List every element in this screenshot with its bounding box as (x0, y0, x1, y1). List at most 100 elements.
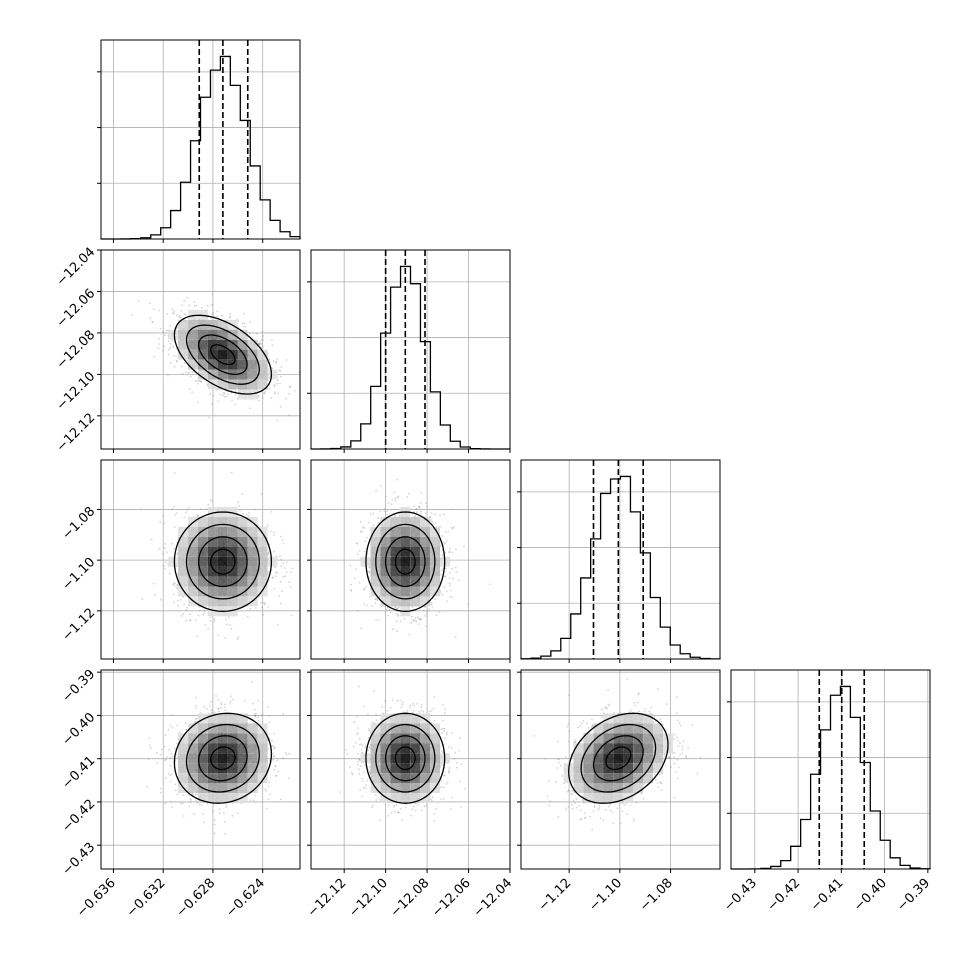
density-cell (168, 556, 179, 567)
scatter-point (383, 510, 386, 513)
scatter-point (372, 512, 375, 515)
scatter-point (174, 514, 177, 516)
scatter-point (173, 312, 176, 315)
scatter-point (350, 589, 353, 591)
density-cell (410, 596, 421, 607)
scatter-point (455, 548, 457, 551)
density-cell (227, 596, 238, 607)
density-cell (208, 339, 218, 350)
scatter-panel-2-0 (97, 459, 301, 663)
scatter-point (431, 605, 434, 608)
scatter-point (168, 340, 170, 343)
scatter-point (261, 345, 264, 348)
contour-line-3 (365, 511, 446, 612)
scatter-point (356, 609, 359, 612)
density-cell (198, 546, 208, 557)
scatter-point (185, 729, 188, 731)
density-cell (420, 596, 431, 607)
scatter-point (158, 309, 161, 312)
density-cell (198, 566, 208, 577)
scatter-point (262, 613, 265, 616)
scatter-point (366, 604, 368, 607)
scatter-point (261, 330, 264, 333)
scatter-point (257, 394, 260, 397)
scatter-point (274, 391, 276, 393)
scatter-point (415, 508, 418, 510)
scatter-point (230, 628, 233, 630)
scatter-point (418, 623, 421, 625)
scatter-point (434, 598, 437, 600)
scatter-point (239, 509, 241, 512)
scatter-point (418, 507, 421, 509)
scatter-point (271, 367, 274, 370)
scatter-point (267, 706, 269, 708)
density-cell (188, 586, 198, 597)
contour-line-1 (384, 536, 426, 588)
density-cell (420, 526, 431, 537)
scatter-point (447, 551, 450, 554)
density-cell (400, 516, 411, 527)
density-cell (430, 546, 441, 557)
scatter-point (387, 502, 390, 504)
density-cell (188, 526, 198, 537)
density-cell (217, 526, 228, 537)
scatter-point (176, 587, 179, 589)
scatter-point (168, 748, 171, 751)
scatter-point (211, 313, 214, 316)
density-cell (390, 586, 401, 597)
scatter-points (349, 478, 491, 638)
scatter-point (152, 308, 155, 311)
scatter-point (278, 369, 281, 371)
scatter-point (408, 633, 411, 636)
contour-line-0 (210, 548, 236, 575)
scatter-point (229, 624, 232, 626)
density-cell (217, 349, 228, 360)
scatter-point (217, 634, 220, 637)
scatter-point (275, 361, 278, 363)
scatter-point (197, 514, 200, 517)
density-cell (208, 536, 218, 547)
scatter-point (388, 609, 391, 611)
scatter-point (229, 315, 232, 317)
scatter-point (269, 530, 272, 533)
scatter-point (424, 606, 427, 608)
scatter-point (149, 317, 152, 320)
scatter-point (420, 491, 423, 494)
scatter-point (448, 582, 451, 585)
scatter-point (242, 513, 245, 515)
scatter-point (368, 566, 371, 569)
scatter-point (430, 519, 432, 521)
scatter-point (359, 521, 362, 523)
scatter-point (281, 539, 284, 541)
scatter-point (270, 397, 273, 399)
scatter-point (280, 602, 282, 605)
density-cell (380, 576, 391, 587)
density-cell (227, 536, 238, 547)
scatter-points (146, 680, 290, 835)
density-cell (257, 526, 268, 537)
scatter-point (183, 603, 186, 606)
scatter-point (379, 485, 382, 488)
scatter-point (392, 628, 394, 631)
scatter-point (207, 503, 210, 506)
scatter-point (414, 616, 417, 619)
scatter-point (259, 341, 261, 343)
panel-frame (310, 249, 511, 450)
scatter-point (358, 581, 361, 584)
scatter-point (209, 616, 212, 619)
density-cell (247, 339, 258, 350)
scatter-point (203, 609, 206, 612)
density-cell (400, 596, 411, 607)
density-cell (198, 329, 208, 340)
density-cell (380, 526, 391, 537)
density-cell (370, 526, 381, 537)
scatter-point (184, 722, 187, 724)
scatter-point (165, 551, 168, 553)
scatter-point (262, 392, 265, 394)
scatter-point (171, 308, 174, 310)
scatter-point (288, 581, 291, 583)
scatter-point (176, 314, 178, 317)
density-cell (178, 576, 188, 587)
scatter-point (370, 513, 372, 515)
scatter-point (397, 615, 400, 617)
